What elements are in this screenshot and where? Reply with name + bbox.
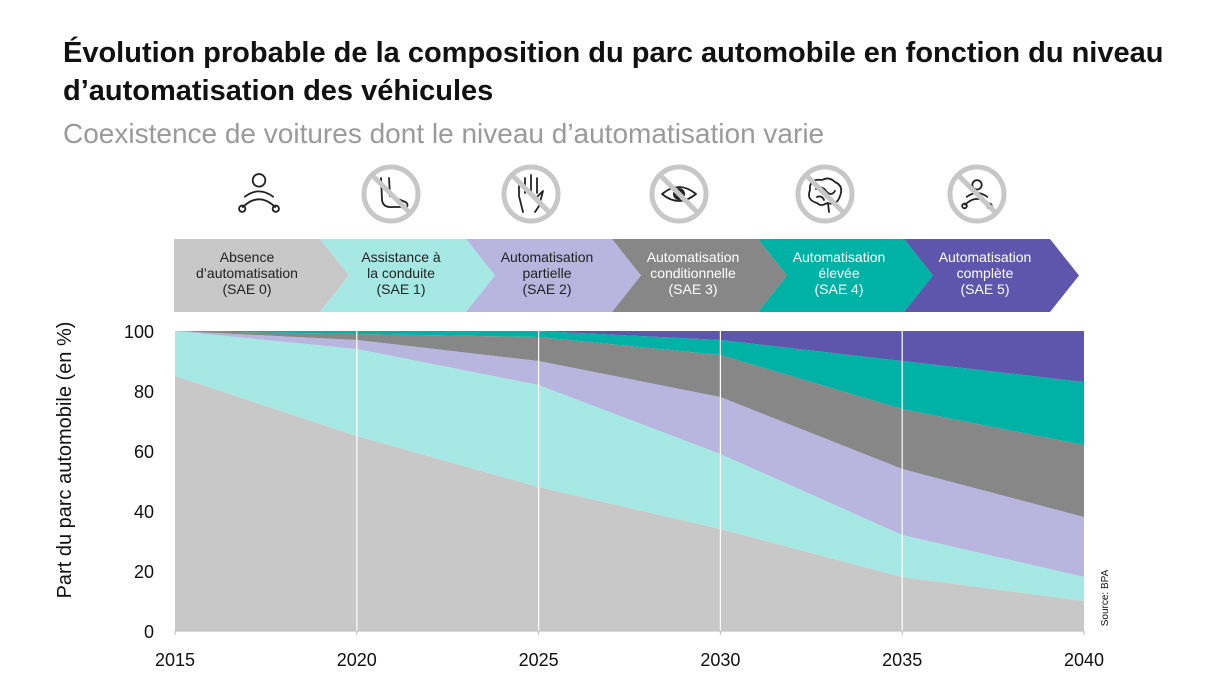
level-label-line: (SAE 3) xyxy=(668,281,717,297)
level-label-line: élevée xyxy=(818,265,859,281)
x-tick-label: 2020 xyxy=(337,650,377,670)
level-label-line: partielle xyxy=(522,265,571,281)
level-arrow-shape xyxy=(174,239,349,312)
area-sae-5 xyxy=(175,331,1084,382)
level-arrow-shape xyxy=(320,239,495,312)
level-label-line: (SAE 2) xyxy=(522,281,571,297)
level-label-line: Automatisation xyxy=(501,249,594,265)
x-tick-label: 2030 xyxy=(700,650,740,670)
source-note: Source: BPA xyxy=(1100,569,1111,626)
level-arrow-shape xyxy=(758,239,933,312)
area-sae-1 xyxy=(175,331,1084,601)
area-sae-4 xyxy=(175,331,1084,445)
no-eyes-icon xyxy=(649,164,709,224)
area-sae-0 xyxy=(175,376,1084,631)
level-arrow-shape xyxy=(466,239,641,312)
level-label-line: Automatisation xyxy=(793,249,886,265)
area-sae-2 xyxy=(175,331,1084,577)
stacked-areas xyxy=(175,331,1084,631)
level-label-line: (SAE 0) xyxy=(222,281,271,297)
icon-row xyxy=(238,164,1007,224)
level-label-line: (SAE 5) xyxy=(960,281,1009,297)
chart-subtitle: Coexistence de voitures dont le niveau d… xyxy=(63,118,825,149)
y-tick-label: 40 xyxy=(134,502,154,522)
no-hands-icon xyxy=(501,164,561,224)
y-tick-label: 100 xyxy=(124,322,154,342)
level-arrow-shape xyxy=(904,239,1079,312)
no-driver-icon xyxy=(947,164,1007,224)
y-tick-label: 60 xyxy=(134,442,154,462)
y-tick-label: 80 xyxy=(134,382,154,402)
level-label-line: Assistance à xyxy=(361,249,441,265)
y-tick-label: 20 xyxy=(134,562,154,582)
no-foot-icon xyxy=(361,164,421,224)
level-arrow-shape xyxy=(612,239,787,312)
x-tick-label: 2035 xyxy=(882,650,922,670)
level-arrow-sae-1: Assistance àla conduite(SAE 1) xyxy=(320,239,495,312)
x-tick-label: 2015 xyxy=(155,650,195,670)
level-label-line: d’automatisation xyxy=(196,265,298,281)
x-tick-label: 2040 xyxy=(1064,650,1104,670)
level-label-line: Absence xyxy=(220,249,275,265)
driver-steering-wheel-icon xyxy=(238,173,280,213)
no-brain-icon xyxy=(795,164,855,224)
chart-title: Évolution probable de la composition du … xyxy=(63,37,1164,107)
level-label-line: Automatisation xyxy=(939,249,1032,265)
x-tick-label: 2025 xyxy=(519,650,559,670)
level-label-line: (SAE 4) xyxy=(814,281,863,297)
level-label-line: conditionnelle xyxy=(650,265,736,281)
level-label-line: la conduite xyxy=(367,265,435,281)
y-axis-label: Part du parc automobile (en %) xyxy=(54,322,76,599)
level-label-line: complète xyxy=(957,265,1014,281)
level-label-line: Automatisation xyxy=(647,249,740,265)
gridlines xyxy=(356,331,903,631)
y-tick-label: 0 xyxy=(144,622,154,642)
level-label-line: (SAE 1) xyxy=(376,281,425,297)
